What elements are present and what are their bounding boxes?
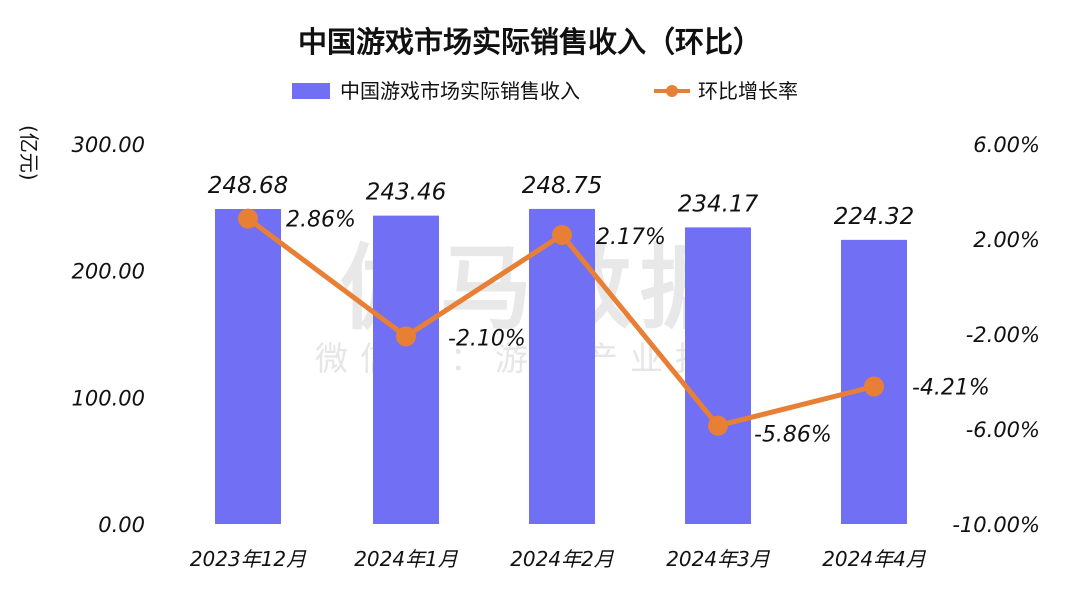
- y-left-tick-label: 300.00: [72, 133, 145, 157]
- y-right-tick-label: -2.00%: [966, 323, 1040, 347]
- growth-point: [396, 326, 416, 347]
- growth-point: [552, 224, 572, 245]
- growth-value-label: 2.86%: [286, 208, 356, 233]
- legend-bar-label: 中国游戏市场实际销售收入: [340, 79, 580, 103]
- x-tick-label: 2024年4月: [822, 547, 927, 571]
- x-tick-label: 2024年3月: [666, 547, 771, 571]
- y-left-tick-label: 0.00: [98, 513, 145, 537]
- bar-value-label: 248.75: [522, 173, 602, 199]
- y-left-tick-label: 200.00: [72, 260, 145, 284]
- y-right-tick-label: 2.00%: [973, 228, 1040, 252]
- bar-series: [215, 208, 907, 524]
- growth-value-label: 2.17%: [596, 225, 666, 250]
- legend-line-marker: [666, 85, 678, 97]
- y-left-tick-label: 100.00: [72, 386, 145, 410]
- bar-value-label: 234.17: [678, 191, 759, 217]
- growth-point: [864, 376, 884, 397]
- x-tick-label: 2024年1月: [354, 547, 459, 571]
- bar: [215, 209, 281, 524]
- growth-value-label: -5.86%: [754, 423, 832, 448]
- y-left-unit-label: (亿元): [17, 125, 41, 181]
- x-axis: 2023年12月 2024年1月 2024年2月 2024年3月 2024年4月: [190, 547, 927, 571]
- legend-bar-swatch: [292, 83, 330, 99]
- bar: [685, 227, 751, 524]
- bar-value-label: 243.46: [366, 180, 446, 206]
- bar-value-label: 248.68: [208, 173, 288, 199]
- legend-line-label: 环比增长率: [698, 79, 798, 103]
- line-labels: 2.86% -2.10% 2.17% -5.86% -4.21%: [286, 208, 990, 448]
- y-left-axis: 0.00 100.00 200.00 300.00: [72, 133, 145, 537]
- bar-value-label: 224.32: [834, 204, 914, 230]
- growth-point: [708, 415, 728, 436]
- bar: [529, 208, 595, 524]
- legend: 中国游戏市场实际销售收入 环比增长率: [292, 79, 798, 103]
- growth-point: [238, 208, 258, 229]
- y-right-tick-label: 6.00%: [973, 133, 1040, 157]
- growth-value-label: -4.21%: [912, 375, 990, 400]
- y-right-tick-label: -6.00%: [966, 418, 1040, 442]
- chart-title: 中国游戏市场实际销售收入（环比）: [298, 25, 762, 59]
- x-tick-label: 2023年12月: [190, 547, 307, 571]
- y-right-axis: -10.00% -6.00% -2.00% 2.00% 6.00%: [952, 133, 1040, 537]
- growth-value-label: -2.10%: [448, 326, 526, 351]
- bar-labels: 248.68 243.46 248.75 234.17 224.32: [208, 173, 914, 230]
- line-series: [238, 208, 884, 436]
- x-tick-label: 2024年2月: [510, 547, 615, 571]
- y-right-tick-label: -10.00%: [952, 513, 1040, 537]
- bar: [373, 215, 439, 524]
